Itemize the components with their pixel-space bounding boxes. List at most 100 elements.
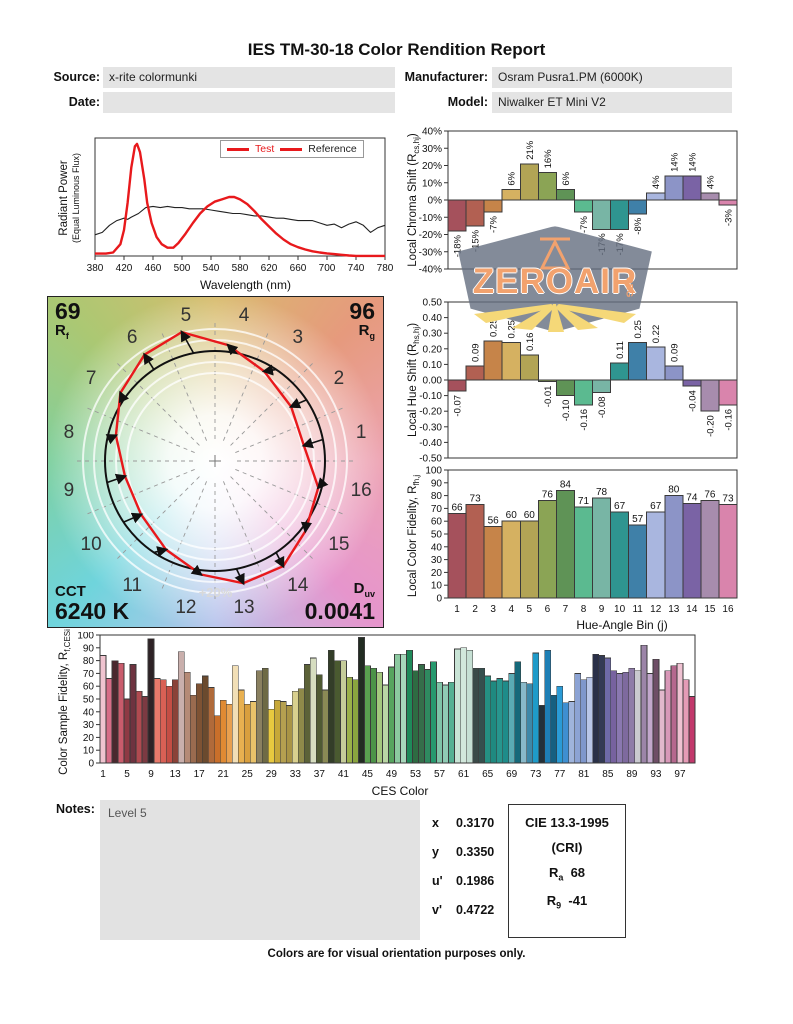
svg-text:89: 89 <box>626 769 638 780</box>
svg-text:6: 6 <box>545 604 551 615</box>
watermark-org-text: ORG <box>624 276 635 298</box>
svg-text:61: 61 <box>458 769 470 780</box>
svg-text:40: 40 <box>83 707 95 718</box>
notes-field[interactable]: Level 5 <box>100 800 420 940</box>
model-label: Model: <box>447 95 488 109</box>
svg-text:-0.40: -0.40 <box>419 438 442 449</box>
svg-text:8: 8 <box>581 604 587 615</box>
svg-text:71: 71 <box>578 496 590 507</box>
svg-text:5: 5 <box>124 769 130 780</box>
svg-text:4%: 4% <box>651 175 662 189</box>
svg-text:100: 100 <box>77 632 94 642</box>
svg-text:0.25: 0.25 <box>507 320 518 339</box>
svg-text:14: 14 <box>686 604 698 615</box>
svg-text:-0.20: -0.20 <box>419 407 442 418</box>
spd-plot: 380 420 460 500 540 580 620 660 700 740 780 <box>87 137 394 274</box>
svg-text:14%: 14% <box>687 152 698 172</box>
model-field[interactable]: Niwalker ET Mini V2 <box>492 92 732 113</box>
svg-text:-7%: -7% <box>489 216 500 233</box>
cri-r9-row: R9 -41 <box>546 892 588 911</box>
cri-subtitle: (CRI) <box>551 840 583 855</box>
svg-text:30%: 30% <box>422 144 442 155</box>
svg-text:0%: 0% <box>428 196 443 207</box>
rg-value-block: 96 Rg <box>349 298 375 342</box>
svg-text:16%: 16% <box>543 149 554 169</box>
svg-text:540: 540 <box>203 263 220 274</box>
svg-text:5: 5 <box>181 305 192 326</box>
svg-text:84: 84 <box>560 479 572 490</box>
svg-text:20%: 20% <box>422 161 442 172</box>
hue-shift-ylabel: Local Hue Shift (Rhs,hj) <box>406 322 422 438</box>
svg-text:0.22: 0.22 <box>651 325 662 344</box>
svg-text:78: 78 <box>596 487 608 498</box>
svg-text:20: 20 <box>83 733 95 744</box>
spd-xlabel: Wavelength (nm) <box>200 278 291 292</box>
svg-text:9: 9 <box>599 604 605 615</box>
svg-text:12: 12 <box>650 604 662 615</box>
svg-text:100: 100 <box>425 466 442 477</box>
svg-text:30: 30 <box>83 720 95 731</box>
spd-ylabel: Radiant Power (Equal Luminous Flux) <box>58 152 81 244</box>
svg-text:6%: 6% <box>507 171 518 185</box>
svg-text:1: 1 <box>100 769 106 780</box>
svg-text:73: 73 <box>470 494 482 505</box>
svg-text:0.10: 0.10 <box>423 360 443 371</box>
svg-text:11: 11 <box>632 604 643 615</box>
local-fidelity-ylabel: Local Color Fidelity, Rfh,j <box>406 474 422 598</box>
watermark-text: ZEROAIR <box>472 262 638 301</box>
chroma-shift-ylabel: Local Chroma Shift (Rcs,hj) <box>406 133 422 267</box>
legend-test-label: Test <box>255 143 275 155</box>
svg-text:-8%: -8% <box>633 217 644 234</box>
svg-text:10: 10 <box>431 581 443 592</box>
source-field[interactable]: x-rite colormunki <box>103 67 395 88</box>
svg-text:97: 97 <box>674 769 686 780</box>
svg-text:90: 90 <box>83 643 95 654</box>
svg-text:4: 4 <box>239 305 250 326</box>
svg-text:30: 30 <box>431 555 443 566</box>
svg-text:13: 13 <box>233 597 254 618</box>
chromaticity-row: x 0.3170 <box>432 816 495 830</box>
svg-text:700: 700 <box>319 263 336 274</box>
svg-text:33: 33 <box>290 769 302 780</box>
svg-text:-0.07: -0.07 <box>453 395 464 417</box>
svg-text:2: 2 <box>472 604 478 615</box>
date-field[interactable] <box>103 92 395 113</box>
svg-text:73: 73 <box>530 769 542 780</box>
svg-text:-0.04: -0.04 <box>687 390 698 412</box>
svg-text:8: 8 <box>64 422 75 443</box>
legend-reference-label: Reference <box>308 143 357 155</box>
svg-text:74: 74 <box>686 492 698 503</box>
manufacturer-field[interactable]: Osram Pusra1.PM (6000K) <box>492 67 732 88</box>
rf-value-block: 69 Rf <box>55 298 81 342</box>
svg-text:16: 16 <box>722 604 734 615</box>
svg-text:76: 76 <box>542 490 554 501</box>
svg-text:-10%: -10% <box>419 213 442 224</box>
svg-text:4: 4 <box>508 604 514 615</box>
svg-text:500: 500 <box>174 263 191 274</box>
ces-chart: Color Sample Fidelity, Rf,CESi 100 90 80 70… <box>55 629 715 804</box>
cct-value-block: CCT 6240 K <box>55 583 130 624</box>
svg-text:57: 57 <box>434 769 446 780</box>
svg-text:-0.01: -0.01 <box>543 386 554 408</box>
plus20-ring-label: +20% <box>198 585 233 600</box>
svg-text:0.20: 0.20 <box>423 344 443 355</box>
ces-xlabel: CES Color <box>371 784 429 798</box>
svg-text:7: 7 <box>86 368 97 389</box>
svg-text:3: 3 <box>292 327 303 348</box>
svg-text:13: 13 <box>668 604 680 615</box>
svg-text:80: 80 <box>668 485 680 496</box>
spd-legend: Test Reference <box>220 140 364 158</box>
local-fidelity-chart: Local Color Fidelity, Rfh,j 100 90 80 70 60 5… <box>402 458 792 636</box>
color-vector-graphic: 1 2 3 4 5 6 7 8 9 10 11 12 13 14 15 16 69 Rf 96 Rg CCT … <box>47 296 384 628</box>
page-title: IES TM-30-18 Color Rendition Report <box>247 40 546 59</box>
local-fidelity-xlabel: Hue-Angle Bin (j) <box>576 618 668 632</box>
svg-text:460: 460 <box>145 263 162 274</box>
svg-text:-7%: -7% <box>579 216 590 233</box>
svg-text:4%: 4% <box>705 175 716 189</box>
svg-text:53: 53 <box>410 769 422 780</box>
svg-text:0.25: 0.25 <box>633 320 644 339</box>
svg-text:9: 9 <box>148 769 154 780</box>
svg-text:0.30: 0.30 <box>423 329 443 340</box>
svg-text:41: 41 <box>338 769 350 780</box>
